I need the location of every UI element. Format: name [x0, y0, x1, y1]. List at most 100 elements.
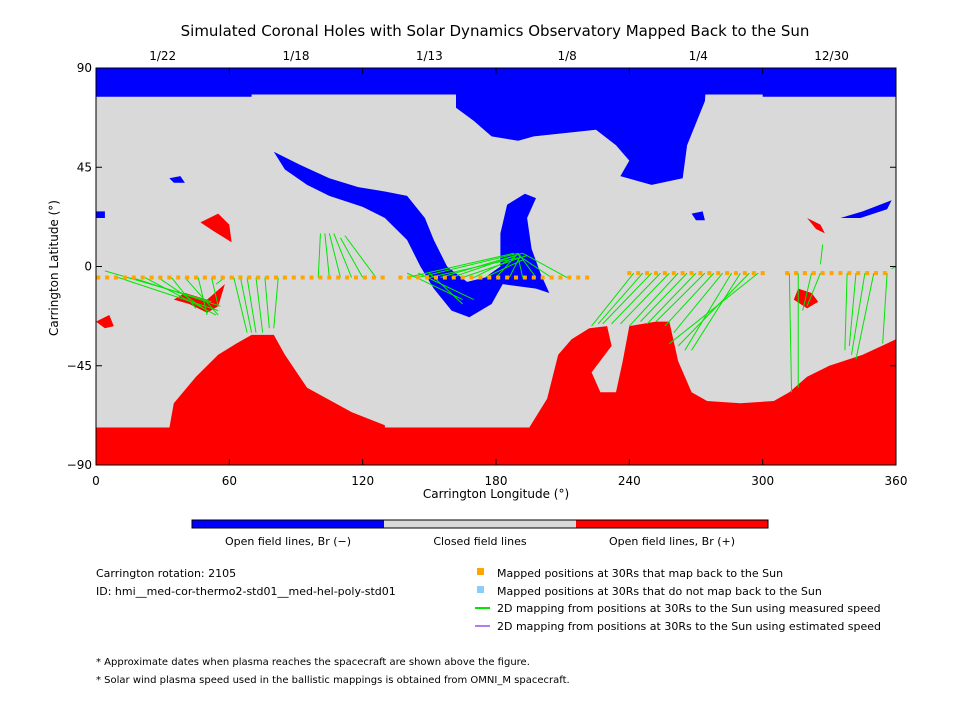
mapping-line-45 — [640, 272, 688, 322]
mapped-point-19 — [265, 275, 270, 280]
mapping-lines — [104, 233, 897, 393]
legend-label-unmapped: Mapped positions at 30Rs that do not map… — [497, 585, 822, 598]
mapped-point-7 — [158, 275, 163, 280]
x-tick-label-360: 360 — [885, 474, 908, 488]
mapped-point-38 — [442, 275, 447, 280]
field-regions — [96, 68, 896, 465]
mapping-line-19 — [333, 233, 353, 278]
mapped-point-29 — [354, 275, 358, 280]
mapped-point-37 — [434, 275, 438, 280]
mapping-line-61 — [851, 273, 866, 355]
mapped-point-62 — [689, 271, 694, 276]
mapped-point-51 — [558, 275, 563, 280]
map-area — [95, 67, 897, 466]
mapping-line-40 — [597, 272, 644, 325]
x-tick-label-300: 300 — [751, 474, 774, 488]
x-tick-label-180: 180 — [485, 474, 508, 488]
mapped-point-59 — [662, 271, 667, 276]
mapped-point-18 — [256, 275, 261, 280]
mapping-line-6 — [184, 277, 219, 316]
region-open-negative-6 — [96, 68, 252, 97]
mapped-point-44 — [496, 275, 501, 280]
mapped-point-61 — [680, 271, 685, 276]
mapped-point-26 — [327, 275, 332, 280]
mapping-line-59 — [844, 273, 848, 351]
mapping-line-60 — [848, 273, 857, 346]
mapping-line-18 — [328, 233, 341, 278]
mapping-line-7 — [197, 277, 208, 316]
mapped-point-31 — [371, 275, 376, 280]
mapped-point-56 — [636, 271, 641, 276]
legend-swatch-mapped — [477, 568, 484, 575]
region-open-negative-7 — [762, 68, 896, 97]
mapped-point-23 — [300, 275, 305, 280]
mapped-point-17 — [247, 275, 252, 280]
top-date-label-1: 1/18 — [283, 49, 310, 63]
colorbar-frame — [191, 519, 769, 529]
mapping-line-41 — [602, 272, 652, 325]
mapping-line-13 — [255, 277, 264, 333]
mapping-line-48 — [664, 272, 715, 327]
mapped-point-67 — [734, 271, 738, 276]
mapped-point-5 — [140, 275, 145, 280]
mapping-line-28 — [473, 257, 515, 278]
mapped-point-46 — [514, 275, 518, 280]
mapping-line-44 — [628, 272, 679, 327]
mapped-point-75 — [820, 271, 825, 276]
mapped-point-77 — [838, 271, 843, 276]
colorbar-open-positive — [576, 520, 768, 528]
mapped-point-60 — [671, 271, 676, 276]
y-axis-label: Carrington Latitude (°) — [47, 200, 61, 336]
y-tick-label-4: −90 — [67, 458, 92, 472]
chart-title: Simulated Coronal Holes with Solar Dynam… — [181, 22, 810, 40]
mapping-line-50 — [684, 272, 732, 351]
mapped-point-4 — [131, 275, 136, 280]
mapped-point-54 — [585, 275, 590, 280]
mapping-line-49 — [673, 272, 724, 333]
mapping-line-14 — [264, 277, 270, 329]
mapped-point-10 — [185, 275, 190, 280]
note-dates: * Approximate dates when plasma reaches … — [96, 657, 530, 668]
colorbar-label-open-negative: Open field lines, Br (−) — [225, 535, 351, 548]
mapping-line-52 — [677, 272, 750, 347]
region-open-positive-3 — [529, 321, 896, 428]
mapped-point-22 — [291, 275, 296, 280]
mapped-point-58 — [654, 271, 658, 276]
mapped-point-80 — [865, 271, 870, 276]
mapped-point-34 — [407, 275, 412, 280]
mapping-line-53 — [669, 272, 759, 345]
mapping-line-16 — [317, 233, 321, 278]
mapped-points — [96, 271, 887, 280]
x-tick-label-60: 60 — [222, 474, 237, 488]
mapped-point-52 — [567, 275, 572, 280]
legend-label-estimated: 2D mapping from positions at 30Rs to the… — [497, 620, 881, 633]
mapped-point-6 — [149, 275, 154, 280]
region-open-negative-13 — [96, 211, 105, 218]
mapped-point-33 — [398, 275, 403, 280]
legend-label-measured: 2D mapping from positions at 30Rs to the… — [497, 602, 881, 615]
x-axis-ticks: 0 60 120 180 240 300 360 — [92, 68, 907, 488]
note-plasma-speed: * Solar wind plasma speed used in the ba… — [96, 675, 570, 686]
mapping-line-47 — [655, 272, 706, 322]
colorbar-label-open-positive: Open field lines, Br (+) — [609, 535, 735, 548]
x-axis-label: Carrington Longitude (°) — [423, 487, 569, 501]
mapping-line-56 — [802, 273, 813, 311]
mapped-point-15 — [229, 275, 234, 280]
mapping-line-23 — [418, 252, 519, 279]
mapping-line-20 — [340, 237, 364, 278]
mapping-line-46 — [646, 272, 697, 325]
carrington-rotation: Carrington rotation: 2105 — [96, 567, 236, 580]
mapping-line-4 — [157, 277, 208, 312]
mapped-point-65 — [716, 271, 721, 276]
region-open-negative-14 — [169, 176, 185, 183]
mapping-line-35 — [522, 252, 568, 278]
mapped-point-72 — [794, 271, 798, 276]
mapped-point-32 — [380, 275, 385, 280]
mapped-point-41 — [469, 275, 474, 280]
mapping-line-42 — [611, 272, 661, 325]
mapping-line-8 — [211, 277, 219, 307]
mapping-line-63 — [882, 273, 888, 344]
legend-label-mapped: Mapped positions at 30Rs that map back t… — [497, 567, 783, 580]
mapping-line-17 — [324, 233, 330, 278]
mapping-line-12 — [246, 277, 257, 333]
